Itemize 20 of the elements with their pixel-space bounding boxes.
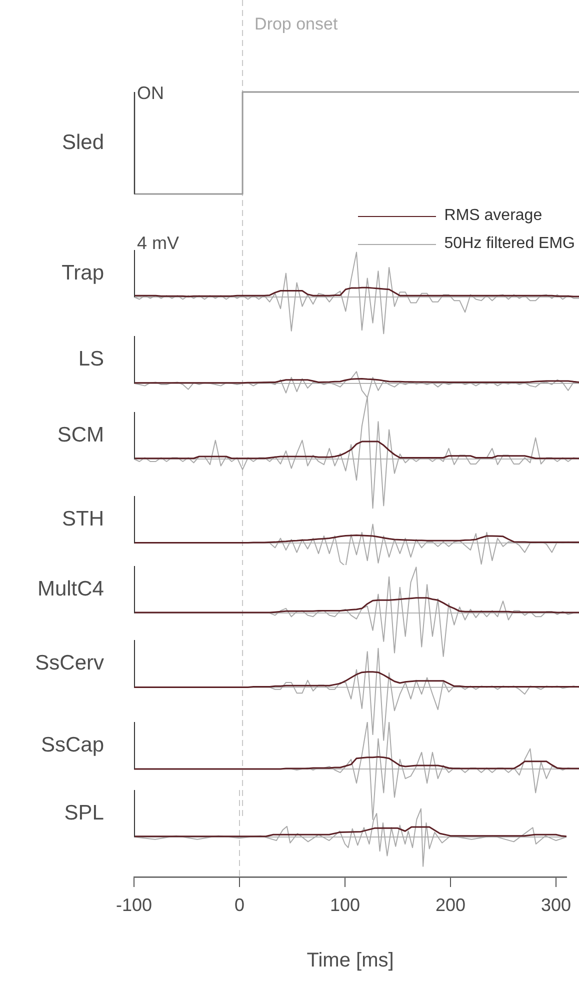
x-tick-label: 100 bbox=[330, 894, 360, 915]
annotation: ON bbox=[137, 82, 164, 103]
x-tick-label: 300 bbox=[540, 894, 572, 915]
y-axis-title: Sled bbox=[62, 130, 104, 154]
x-tick-label: -100 bbox=[116, 894, 152, 915]
text: Drop onset bbox=[254, 14, 338, 34]
y-axis-title: Trap bbox=[62, 261, 104, 284]
x-axis-title: Time [ms] bbox=[306, 950, 394, 972]
y-axis-title: LS bbox=[78, 348, 104, 371]
y-axis-title: SPL bbox=[64, 801, 104, 824]
x-tick-label: 0 bbox=[234, 894, 245, 915]
y-axis-title: SCM bbox=[57, 423, 104, 446]
y-axis-title: STH bbox=[62, 507, 104, 530]
y-axis-title: MultC4 bbox=[37, 577, 104, 600]
y-axis-title: SsCerv bbox=[35, 652, 104, 675]
annotation: 4 mV bbox=[137, 232, 180, 253]
x-tick-label: 200 bbox=[435, 894, 466, 915]
legend-label: RMS average bbox=[444, 207, 542, 225]
legend-label: 50Hz filtered EMG bbox=[444, 235, 575, 253]
y-axis-title: SsCap bbox=[40, 733, 104, 756]
